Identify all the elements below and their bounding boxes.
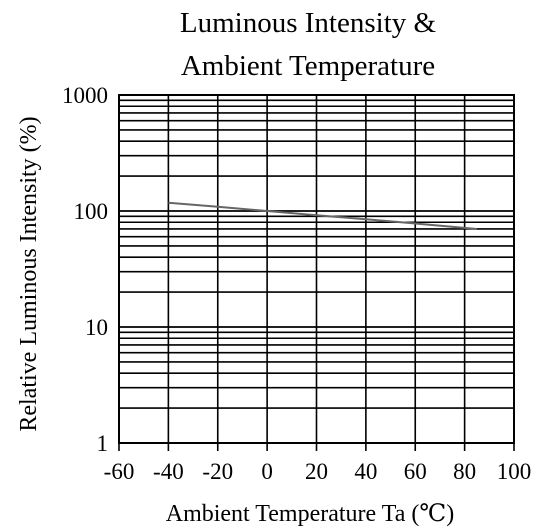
x-tick-label: 40 xyxy=(354,459,377,484)
grid xyxy=(118,94,515,451)
x-tick-labels: -60 -40 -20 0 20 40 60 80 100 xyxy=(104,459,532,484)
x-tick-label: -20 xyxy=(202,459,233,484)
y-tick-label: 10 xyxy=(85,315,108,340)
x-tick-label: 60 xyxy=(404,459,427,484)
y-tick-labels: 1 10 100 1000 xyxy=(62,83,108,456)
chart-title-line-2: Ambient Temperature xyxy=(181,50,435,82)
x-tick-label: 80 xyxy=(453,459,476,484)
x-axis-label: Ambient Temperature Ta (℃) xyxy=(166,501,455,527)
series-line-0 xyxy=(168,201,478,230)
y-tick-label: 1000 xyxy=(62,83,108,108)
x-tick-label: -60 xyxy=(104,459,135,484)
y-tick-label: 1 xyxy=(97,431,109,456)
x-tick-label: 0 xyxy=(261,459,273,484)
series xyxy=(168,201,478,230)
x-tick-label: 20 xyxy=(305,459,328,484)
y-tick-label: 100 xyxy=(74,199,109,224)
chart-title-line-1: Luminous Intensity & xyxy=(180,7,437,39)
x-tick-label: 100 xyxy=(497,459,532,484)
y-axis-label: Relative Luminous Intensity (%) xyxy=(16,116,42,431)
x-tick-label: -40 xyxy=(153,459,184,484)
